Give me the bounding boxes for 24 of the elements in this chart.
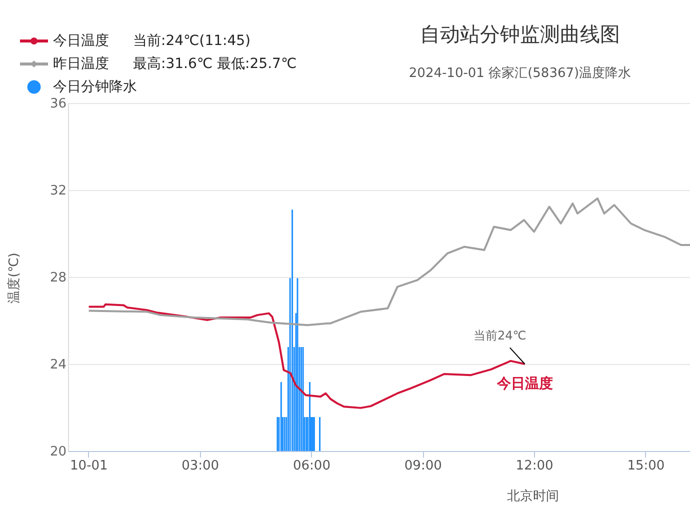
y-tick-label: 24 <box>50 358 66 372</box>
x-tick-label: 03:00 <box>182 458 220 474</box>
chart-subtitle: 2024-10-01 徐家汇(58367)温度降水 <box>408 65 632 81</box>
text: 今日温度 <box>496 376 553 392</box>
x-axis-title: 北京时间 <box>507 489 559 504</box>
text: 当前:24℃(11:45) <box>133 33 251 49</box>
x-tick-label: 15:00 <box>627 458 665 474</box>
x-tick-label: 12:00 <box>516 458 554 474</box>
y-tick-label: 32 <box>50 184 66 198</box>
legend-label: 今日温度 <box>53 33 109 49</box>
line-series <box>88 197 690 326</box>
y-axis-title: 温度(℃) <box>6 252 22 304</box>
text: 最高:31.6℃ 最低:25.7℃ <box>133 56 297 72</box>
annotation: 当前24℃ <box>474 328 526 343</box>
y-tick-label: 36 <box>50 96 66 112</box>
x-tick-label: 10-01 <box>70 458 108 474</box>
y-tick-label: 20 <box>50 444 66 460</box>
legend-label: 昨日温度 <box>53 56 109 72</box>
y-tick-label: 28 <box>50 270 66 286</box>
chart-title: 自动站分钟监测曲线图 <box>420 22 620 46</box>
line-series <box>88 303 526 409</box>
x-tick-label: 09:00 <box>404 458 442 474</box>
legend-label: 今日分钟降水 <box>53 79 137 95</box>
x-tick-label: 06:00 <box>292 458 330 474</box>
